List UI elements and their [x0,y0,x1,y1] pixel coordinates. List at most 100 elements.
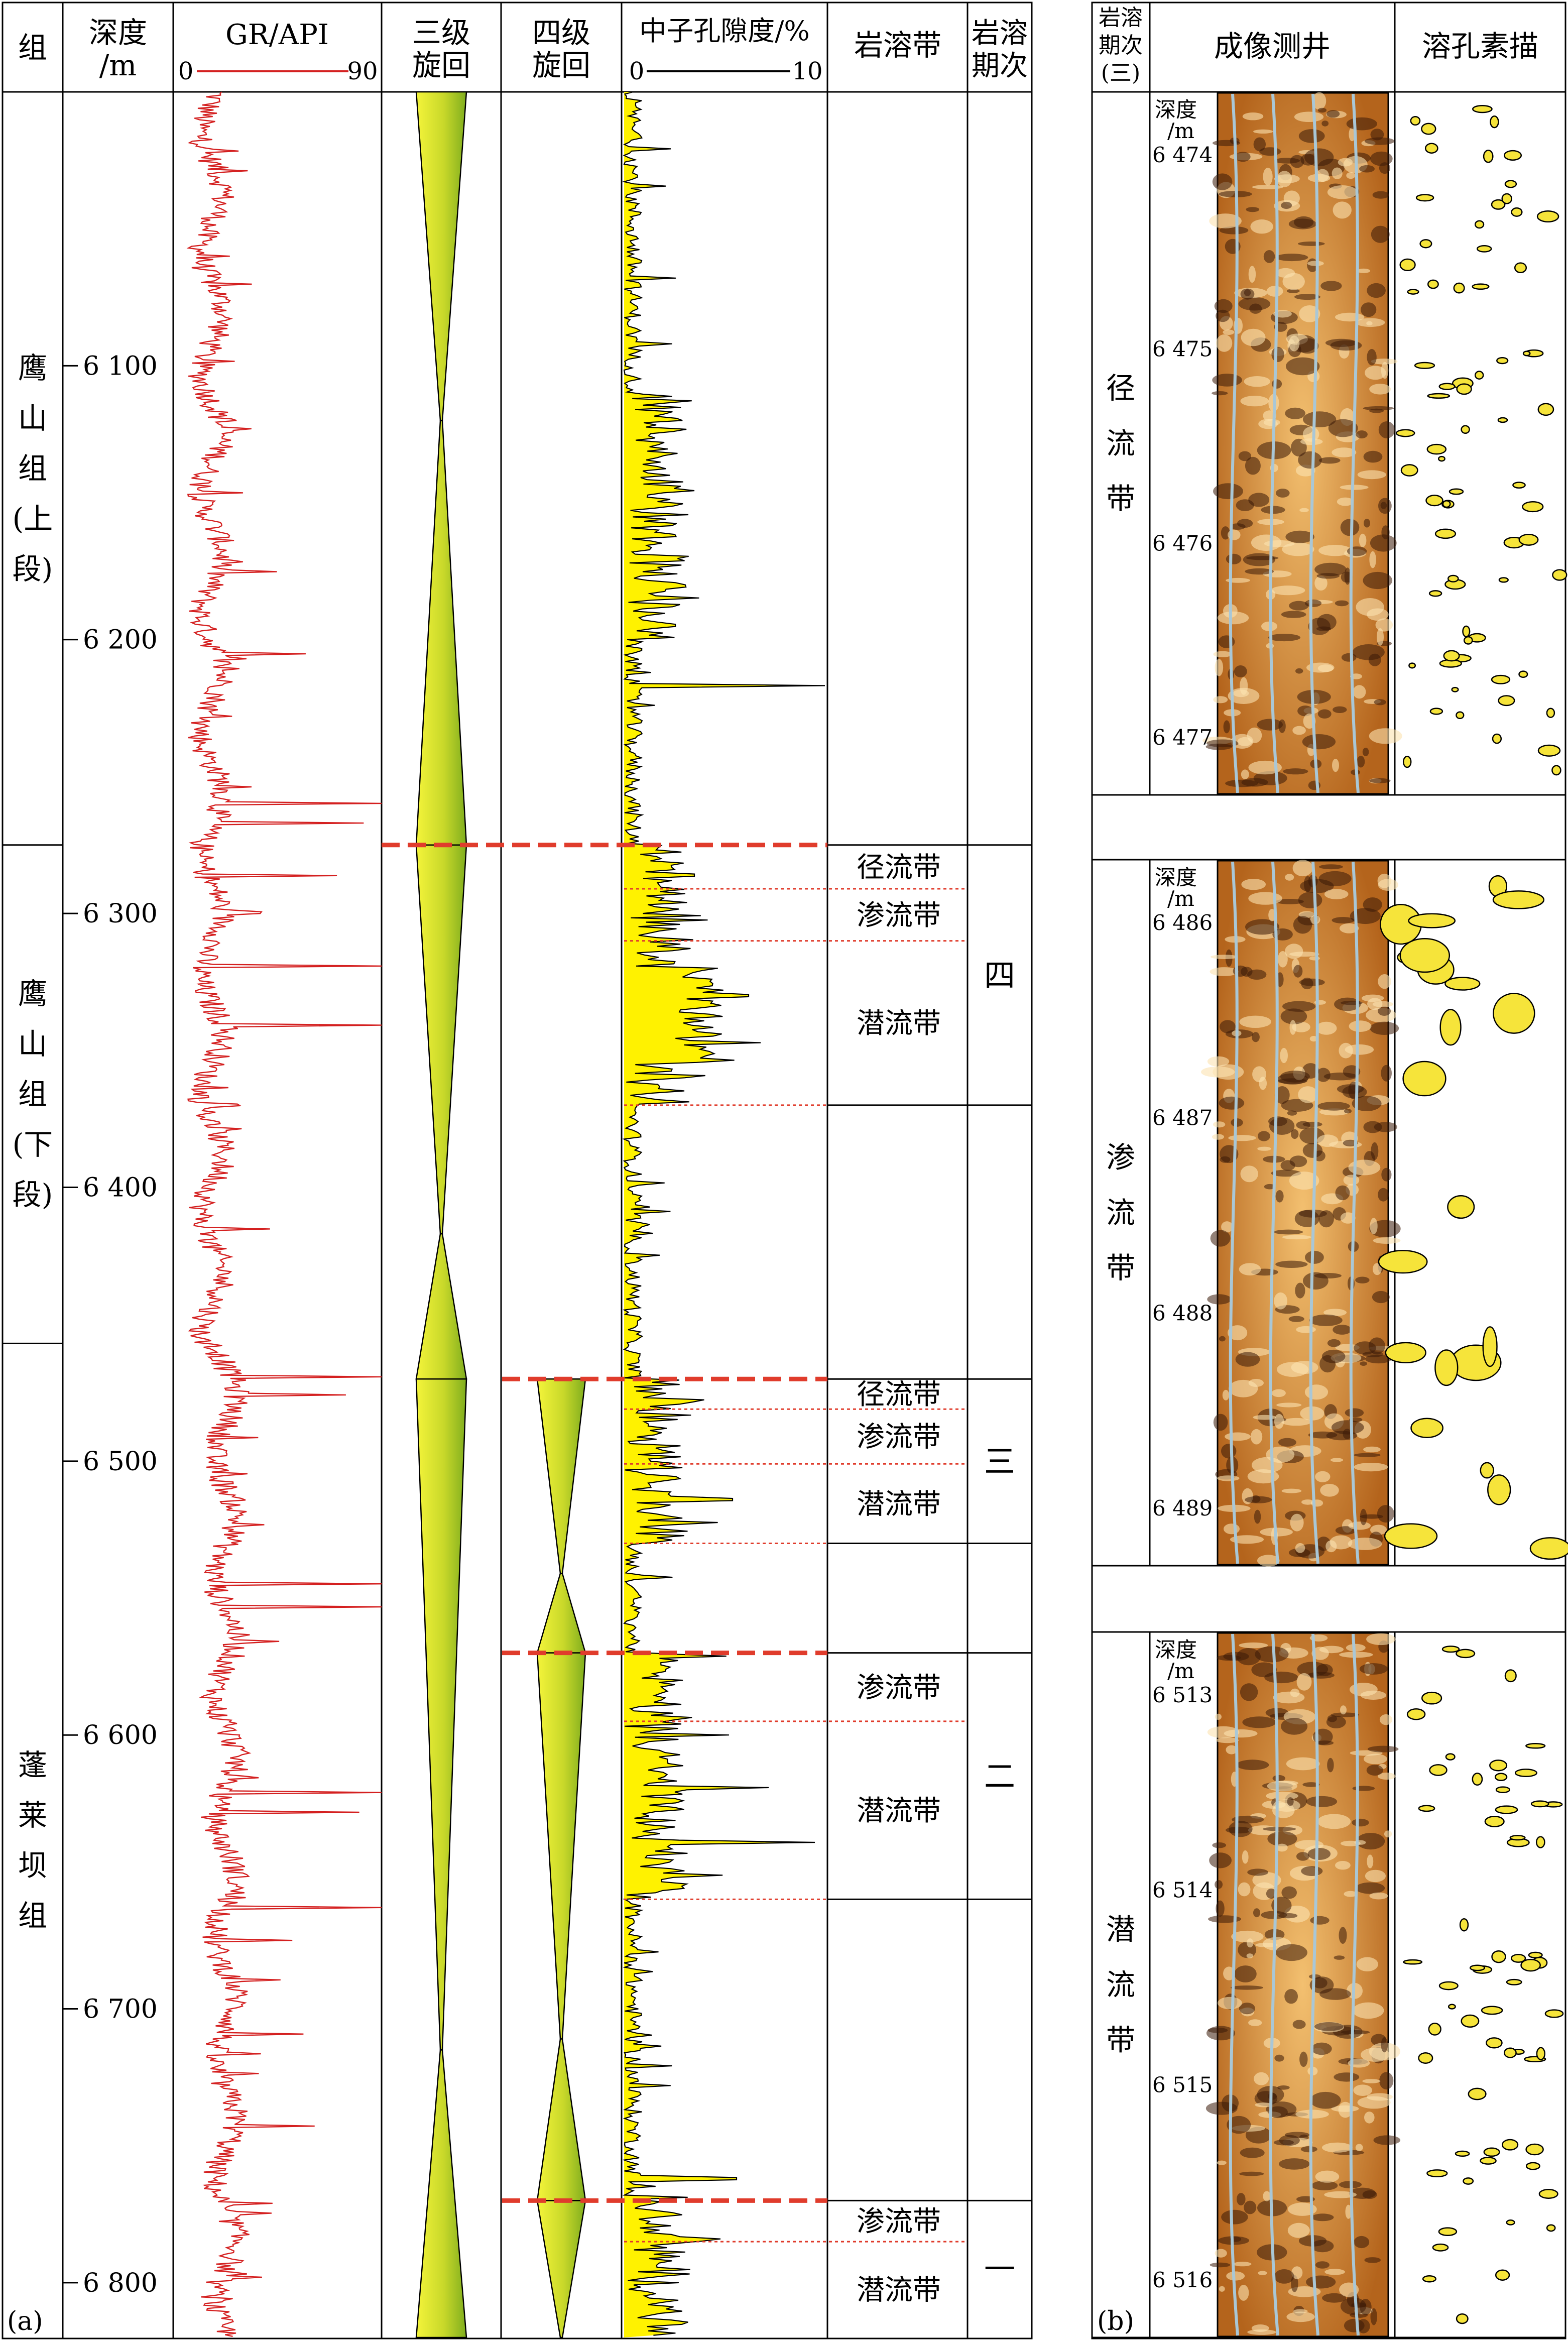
image-log-texture [1249,303,1262,314]
image-log-texture [1223,329,1235,335]
image-log-texture [1287,1110,1297,1116]
image-log-texture [1290,1513,1304,1532]
image-log-texture [1226,1745,1238,1754]
image-log-texture [1289,601,1309,611]
image-log-texture [1297,338,1319,354]
image-log-texture [1209,213,1242,228]
section-zone-char: 带 [1106,2023,1135,2057]
image-log-texture [1367,349,1377,366]
vug-sketch-shape [1493,993,1535,1034]
image-log-texture [1286,1757,1320,1771]
image-log-texture [1295,1282,1305,1299]
image-log-texture [1372,1291,1390,1304]
image-log-texture [1241,778,1268,787]
section-zone-char: 流 [1106,1196,1135,1230]
image-log-texture [1278,951,1288,968]
karst-zone-label: 径流带 [857,1378,941,1411]
image-log-texture [1286,2311,1315,2322]
image-log-texture [1363,450,1383,463]
image-log-texture [1273,1691,1305,1704]
image-log-pad-line [1229,93,1239,793]
image-log-texture [1371,359,1398,365]
image-log-texture [1356,430,1368,439]
image-log-texture [1352,1818,1369,1827]
vug-sketch-shape [1410,115,1421,126]
image-log-texture [1210,2262,1231,2268]
image-log-texture [1276,268,1295,278]
vug-sketch-shape [1406,1708,1426,1720]
third-order-cycle-segment [415,844,467,1235]
image-log-texture [1287,1797,1294,1806]
third-order-cycle-segment [415,2049,467,2338]
image-log-texture [1318,457,1341,464]
image-log-texture [1316,169,1329,182]
image-log-texture [1294,294,1320,300]
image-log-texture [1322,2293,1347,2303]
image-log-texture [1283,768,1308,775]
image-log-texture [1215,1880,1223,1889]
third-order-cycle-segment [415,1233,467,1380]
image-log-texture [1311,2042,1332,2055]
image-log-texture [1324,2191,1357,2198]
image-log-texture [1343,1429,1352,1440]
image-log-texture [1245,1496,1272,1503]
image-log-texture [1328,419,1358,437]
karst-zone-label: 渗流带 [857,1421,941,1454]
image-log-texture [1216,334,1233,352]
image-log-texture [1338,2101,1353,2118]
section-depth-tick: 6 476 [1152,531,1213,555]
image-log-texture [1296,1326,1316,1333]
section-zone-char: 渗 [1106,1140,1135,1175]
image-log-texture [1242,112,1264,121]
image-log-texture [1216,309,1230,322]
header-karst-stage-1: 岩溶 [972,17,1028,50]
image-log-texture [1344,2318,1365,2332]
image-log-texture [1331,1420,1364,1435]
image-log-texture [1213,696,1228,704]
third-order-cycle-segment [415,1378,467,2051]
vug-sketch-shape [1536,2047,1545,2060]
image-log-texture [1335,1185,1350,1201]
image-log-texture [1267,1831,1297,1846]
section-depth-tick: 6 487 [1152,1106,1213,1130]
image-log-texture [1335,600,1349,607]
image-log-texture [1239,1642,1268,1649]
vug-sketch-shape [1399,938,1451,973]
image-log-texture [1231,1930,1264,1943]
image-log-texture [1228,529,1241,540]
vug-sketch-shape [1472,1773,1483,1786]
image-log-texture [1360,1508,1367,1526]
image-log-texture [1340,485,1369,490]
image-log-texture [1370,1218,1378,1235]
panel-b-label: (b) [1097,2306,1134,2336]
image-log-texture [1368,1337,1385,1355]
vug-sketch-shape [1529,1537,1568,1560]
formation-name-char: 山 [18,401,47,435]
image-log-section: 潜流带 深度/m6 513 6 514 6 515 6 516 [1091,1631,1566,2338]
image-log-texture [1219,1336,1226,1342]
fourth-order-cycle-segment [536,1378,586,1574]
image-log-texture [1229,1379,1258,1397]
image-log-texture [1309,1036,1318,1042]
image-log-texture [1327,1758,1334,1773]
image-log-texture [1357,756,1365,768]
image-log-texture [1289,1172,1319,1190]
image-log-texture [1248,266,1256,283]
image-log-texture [1370,151,1393,166]
vug-sketch-shape [1438,383,1456,390]
section-depth-tick: 6 474 [1152,143,1213,167]
image-log-texture [1247,1868,1269,1876]
image-log-texture [1302,1782,1320,1787]
vug-sketch-shape [1504,1669,1517,1683]
image-log-texture [1241,879,1266,890]
vug-sketch-shape [1424,143,1438,154]
vug-sketch-shape [1399,258,1416,272]
image-log-texture [1304,1384,1329,1400]
image-log-texture [1366,1765,1383,1776]
vug-sketch-shape [1439,1009,1462,1046]
porosity-track [622,91,825,2337]
image-log-texture [1212,1134,1225,1140]
image-log-texture [1346,1644,1366,1652]
image-log-texture [1255,1942,1278,1947]
image-log-texture [1378,1006,1391,1016]
